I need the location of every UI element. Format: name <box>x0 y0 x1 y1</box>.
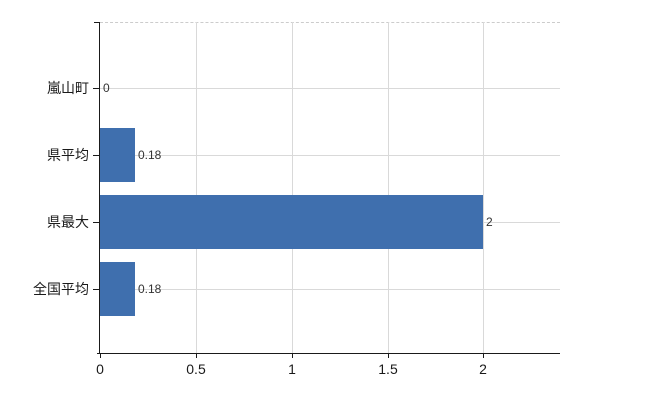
category-label: 全国平均 <box>33 281 89 297</box>
bar <box>100 195 483 249</box>
x-axis-tick <box>292 353 293 358</box>
y-axis-end-tick <box>94 22 100 23</box>
x-tick-label: 0 <box>96 361 104 377</box>
x-axis-tick <box>483 353 484 358</box>
value-label: 0 <box>103 81 110 95</box>
y-gridline <box>100 289 560 290</box>
x-axis <box>97 353 560 354</box>
x-tick-label: 2 <box>479 361 487 377</box>
x-gridline <box>483 22 484 353</box>
y-axis-tick <box>93 155 100 156</box>
y-axis-tick <box>93 222 100 223</box>
value-label: 0.18 <box>138 148 162 162</box>
plot-top-border <box>100 22 560 23</box>
bar <box>100 262 135 316</box>
value-label: 0.18 <box>138 282 162 296</box>
bar <box>100 128 135 182</box>
x-axis-tick <box>388 353 389 358</box>
x-tick-label: 1.5 <box>378 361 398 377</box>
y-axis-tick <box>93 88 100 89</box>
value-label: 2 <box>486 215 493 229</box>
y-axis-tick <box>93 289 100 290</box>
x-tick-label: 1 <box>288 361 296 377</box>
x-gridline <box>388 22 389 353</box>
x-gridline <box>292 22 293 353</box>
x-axis-tick <box>100 353 101 358</box>
y-gridline <box>100 155 560 156</box>
category-label: 県平均 <box>47 147 89 163</box>
y-gridline <box>100 88 560 89</box>
category-label: 嵐山町 <box>47 80 89 96</box>
x-tick-label: 0.5 <box>186 361 206 377</box>
x-axis-tick <box>196 353 197 358</box>
plot-area: 0 0.5 1 1.5 2 嵐山町 0 県平均 0.18 県最大 2 全国平均 0.18 <box>33 22 560 377</box>
category-label: 県最大 <box>47 214 89 230</box>
y-axis <box>99 22 100 354</box>
x-gridline <box>196 22 197 353</box>
